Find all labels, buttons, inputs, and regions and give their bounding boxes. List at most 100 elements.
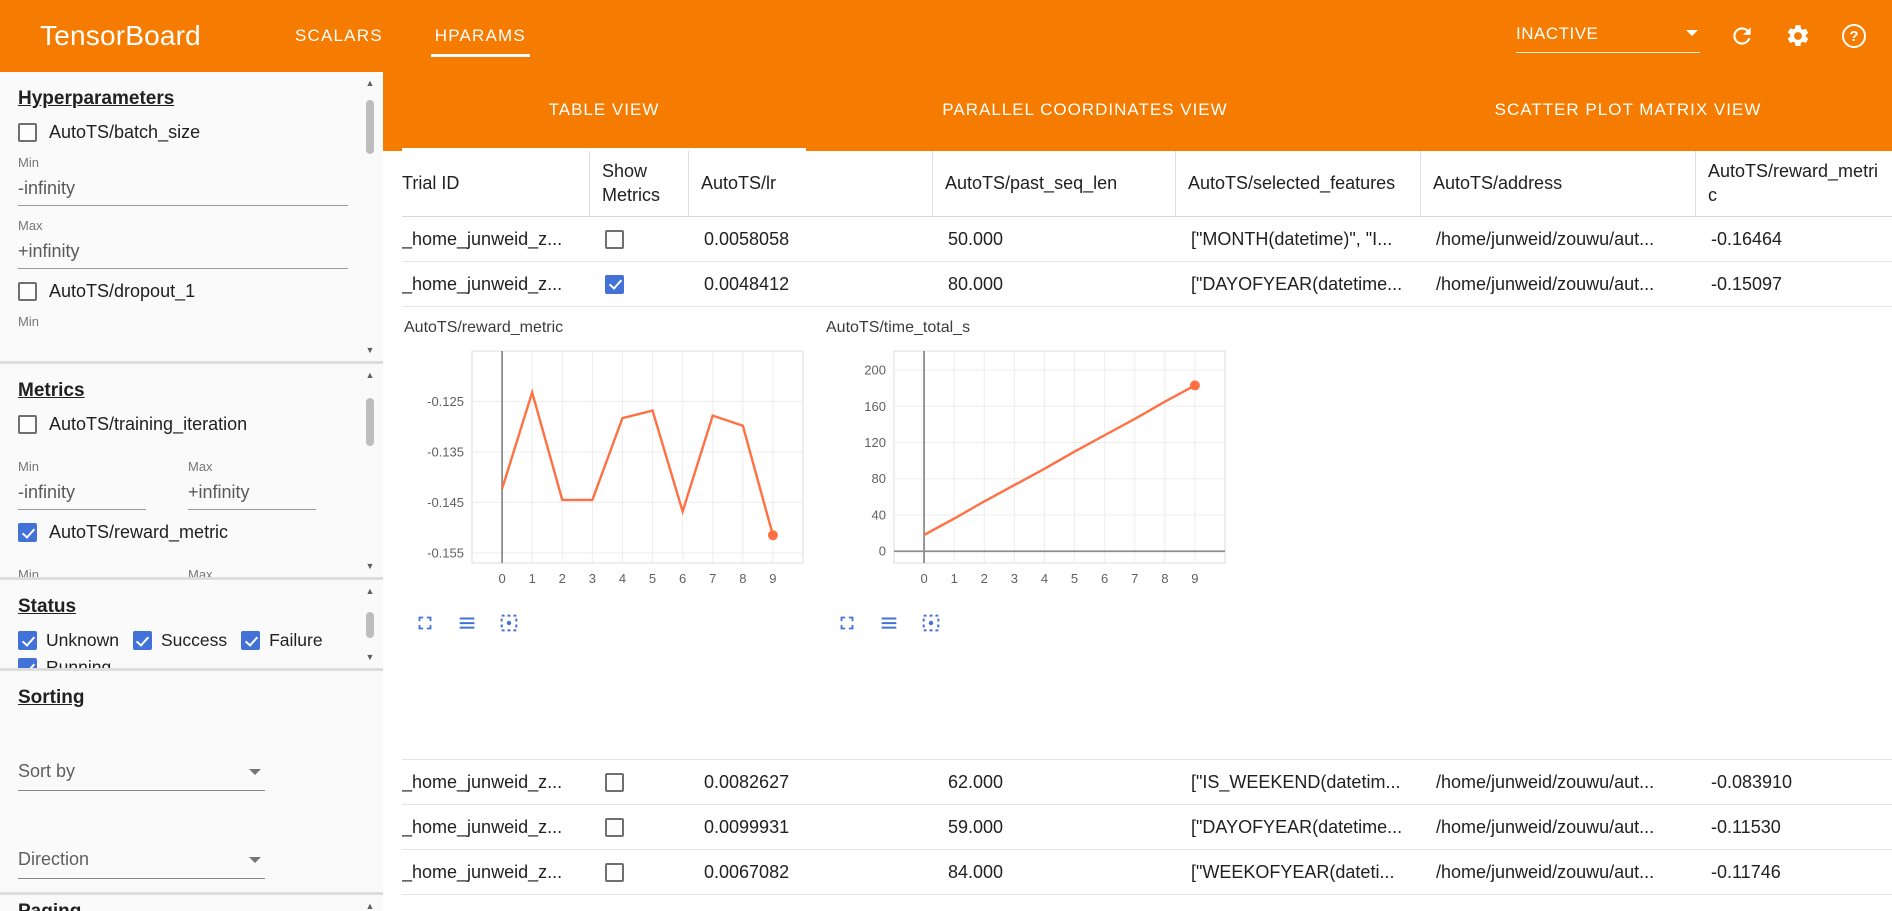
refresh-icon — [1733, 27, 1751, 45]
tab-scatter-plot-matrix-view[interactable]: SCATTER PLOT MATRIX VIEW — [1494, 100, 1762, 119]
sorting-section: Sorting Sort by Direction — [0, 671, 383, 895]
dropout-checkbox[interactable] — [18, 282, 37, 301]
scroll-down-icon[interactable] — [363, 561, 377, 571]
fit-domain-icon[interactable] — [920, 612, 942, 634]
hparams-sidebar: Hyperparameters AutoTS/batch_size Min -i… — [0, 72, 383, 911]
show-metrics-checkbox[interactable] — [605, 817, 624, 837]
reward-metric-chart-block: AutoTS/reward_metric 0 1 2 3 4 5 6 7 8 9 -0.125 -0.… — [402, 317, 824, 759]
hyperparameters-heading: Hyperparameters — [18, 88, 175, 109]
reward-metric-checkbox[interactable] — [18, 523, 37, 542]
selected-features-cell: ["WEEKOFYEAR(dateti... — [1191, 861, 1395, 882]
svg-text:7: 7 — [709, 571, 716, 586]
settings-button[interactable] — [1784, 22, 1812, 50]
svg-text:0: 0 — [920, 571, 927, 586]
run-status-dropdown[interactable]: INACTIVE — [1516, 20, 1700, 53]
status-success[interactable]: Success — [132, 630, 227, 651]
scroll-thumb[interactable] — [366, 398, 374, 446]
svg-text:-0.135: -0.135 — [427, 444, 464, 459]
lr-cell: 0.0058058 — [704, 228, 790, 249]
svg-text:9: 9 — [1191, 571, 1198, 586]
scrollbar[interactable] — [363, 370, 377, 571]
plugin-tabs: SCALARS HPARAMS — [291, 16, 530, 57]
selected-features-cell: ["IS_WEEKEND(datetim... — [1191, 771, 1401, 792]
scrollbar[interactable] — [363, 586, 377, 662]
status-unknown[interactable]: Unknown — [18, 630, 119, 651]
tab-parallel-coordinates-view[interactable]: PARALLEL COORDINATES VIEW — [942, 100, 1228, 119]
past-seq-len-cell: 80.000 — [948, 273, 1004, 294]
scroll-up-icon[interactable] — [363, 370, 377, 380]
col-trial-id: Trial ID — [402, 172, 460, 193]
show-metrics-checkbox[interactable] — [605, 229, 624, 249]
scrollbar[interactable] — [363, 901, 377, 911]
direction-select[interactable]: Direction — [18, 843, 265, 879]
show-metrics-checkbox[interactable] — [605, 862, 624, 882]
unknown-checkbox[interactable] — [18, 631, 37, 650]
lr-cell: 0.0099931 — [704, 816, 790, 837]
table-row[interactable]: _home_junweid_z... 0.0058058 50.000 ["MO… — [402, 217, 1892, 262]
scroll-down-icon[interactable] — [363, 345, 377, 355]
scroll-up-icon[interactable] — [363, 901, 377, 911]
hparams-main: TABLE VIEW PARALLEL COORDINATES VIEW SCA… — [383, 72, 1892, 911]
scroll-up-icon[interactable] — [363, 78, 377, 88]
expand-chart-icon[interactable] — [414, 612, 436, 634]
show-metrics-checkbox[interactable] — [605, 274, 624, 294]
status-label: Running — [46, 657, 112, 671]
tab-scalars[interactable]: SCALARS — [294, 25, 383, 45]
max-label: Max — [18, 218, 43, 233]
min-label: Min — [18, 459, 39, 474]
svg-text:-0.155: -0.155 — [427, 545, 464, 560]
batch-size-checkbox[interactable] — [18, 123, 37, 142]
trial-id-cell: _home_junweid_z... — [402, 771, 563, 792]
scroll-down-icon[interactable] — [363, 652, 377, 662]
failure-checkbox[interactable] — [241, 631, 261, 650]
refresh-button[interactable] — [1728, 22, 1756, 50]
table-row[interactable]: _home_junweid_z... 0.0082627 62.000 ["IS… — [402, 760, 1892, 805]
running-checkbox[interactable] — [18, 658, 37, 668]
svg-text:4: 4 — [619, 571, 626, 586]
tab-table-view[interactable]: TABLE VIEW — [402, 72, 806, 151]
table-row[interactable]: _home_junweid_z... 0.0067082 84.000 ["WE… — [402, 850, 1892, 895]
metric-reward-row[interactable]: AutoTS/reward_metric — [18, 522, 365, 543]
gear-icon — [1787, 25, 1809, 46]
show-metrics-checkbox[interactable] — [605, 772, 624, 792]
status-filter-row: Unknown Success Failure Running — [18, 630, 365, 671]
scroll-thumb[interactable] — [366, 100, 374, 154]
hparam-batch-size-row[interactable]: AutoTS/batch_size — [18, 122, 365, 143]
metric-training-iteration-row[interactable]: AutoTS/training_iteration — [18, 414, 365, 435]
tab-hparams[interactable]: HPARAMS — [430, 16, 530, 57]
fit-domain-icon[interactable] — [498, 612, 520, 634]
selected-features-cell: ["MONTH(datetime)", "I... — [1191, 228, 1393, 249]
address-cell: /home/junweid/zouwu/aut... — [1436, 771, 1655, 792]
data-table-icon[interactable] — [878, 612, 900, 634]
expand-chart-icon[interactable] — [836, 612, 858, 634]
min-input[interactable]: -infinity — [18, 173, 348, 206]
status-failure[interactable]: Failure — [241, 630, 323, 651]
training-iteration-checkbox[interactable] — [18, 415, 37, 434]
scrollbar[interactable] — [363, 78, 377, 355]
min-label: Min — [18, 314, 39, 329]
table-row[interactable]: _home_junweid_z... 0.0099931 59.000 ["DA… — [402, 805, 1892, 850]
data-table-icon[interactable] — [456, 612, 478, 634]
scroll-up-icon[interactable] — [363, 586, 377, 596]
svg-text:1: 1 — [951, 571, 958, 586]
success-checkbox[interactable] — [132, 631, 152, 650]
svg-text:3: 3 — [589, 571, 596, 586]
status-running[interactable]: Running — [18, 657, 112, 671]
scroll-thumb[interactable] — [366, 612, 374, 638]
svg-text:6: 6 — [679, 571, 686, 586]
table-row[interactable]: _home_junweid_z... 0.0048412 80.000 ["DA… — [402, 262, 1892, 307]
col-selected-features: AutoTS/selected_features — [1175, 151, 1420, 216]
svg-text:40: 40 — [872, 507, 886, 522]
max-input[interactable]: +infinity — [18, 236, 348, 269]
svg-text:0: 0 — [498, 571, 505, 586]
svg-text:6: 6 — [1101, 571, 1108, 586]
chart-toolbar — [836, 612, 1246, 634]
help-button[interactable] — [1840, 22, 1868, 50]
max-input[interactable]: +infinity — [188, 477, 316, 510]
sort-by-select[interactable]: Sort by — [18, 755, 265, 791]
svg-text:1: 1 — [529, 571, 536, 586]
min-input[interactable]: -infinity — [18, 477, 146, 510]
hparam-dropout-row[interactable]: AutoTS/dropout_1 — [18, 281, 365, 302]
metrics-heading: Metrics — [18, 380, 85, 401]
svg-text:160: 160 — [864, 399, 886, 414]
